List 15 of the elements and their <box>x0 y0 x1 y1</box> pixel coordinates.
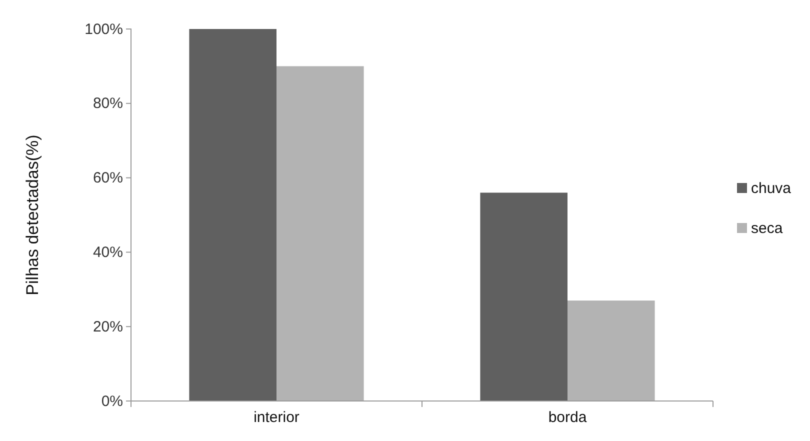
y-tick-label: 40% <box>92 244 123 261</box>
y-axis-title: Pilhas detectadas(%) <box>23 134 42 296</box>
y-tick-label: 0% <box>101 392 123 410</box>
bar <box>276 66 364 401</box>
y-tick-label: 100% <box>84 20 123 38</box>
bar <box>480 192 568 401</box>
y-tick-label: 20% <box>92 318 123 336</box>
y-tick-label: 80% <box>92 95 123 112</box>
bar <box>189 29 276 401</box>
x-tick-label: borda <box>548 409 588 426</box>
bar <box>568 300 655 401</box>
legend-label: seca <box>751 220 784 237</box>
legend-label: chuva <box>751 180 792 197</box>
x-tick-label: interior <box>254 409 300 426</box>
y-tick-label: 60% <box>92 170 123 187</box>
